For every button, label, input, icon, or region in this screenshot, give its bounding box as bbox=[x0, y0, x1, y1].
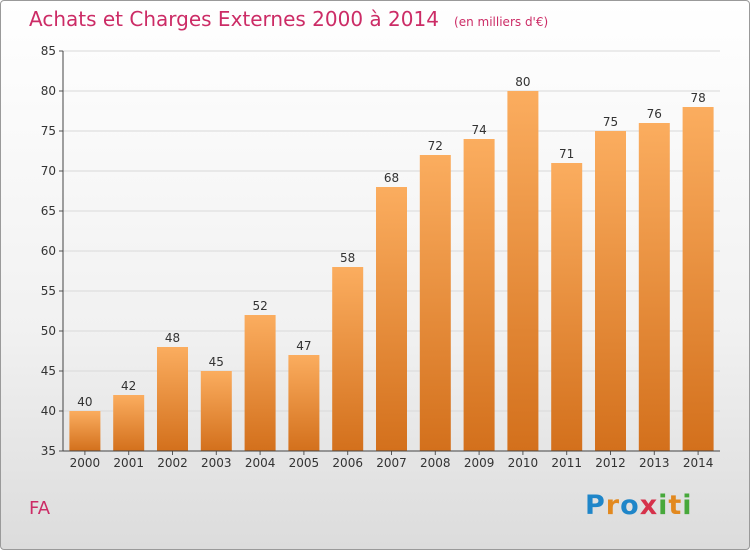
y-tick-label: 65 bbox=[41, 204, 56, 218]
bar-2012 bbox=[595, 131, 626, 451]
data-label-2011: 71 bbox=[559, 147, 574, 161]
bar-2013 bbox=[638, 123, 670, 451]
data-label-2001: 42 bbox=[121, 379, 136, 393]
y-tick-label: 80 bbox=[41, 84, 56, 98]
x-tick-label-2012: 2012 bbox=[595, 456, 626, 470]
y-tick-label: 45 bbox=[41, 364, 56, 378]
unit-note: (en milliers d'€) bbox=[454, 15, 549, 29]
data-label-2013: 76 bbox=[647, 107, 662, 121]
x-tick-label-2013: 2013 bbox=[639, 456, 670, 470]
bar-2006 bbox=[332, 267, 364, 451]
x-tick-label-2000: 2000 bbox=[70, 456, 101, 470]
data-label-2002: 48 bbox=[165, 331, 180, 345]
chart-title: Achats et Charges Externes 2000 à 2014 bbox=[29, 7, 439, 31]
x-tick-label-2002: 2002 bbox=[157, 456, 188, 470]
bar-2008 bbox=[419, 155, 451, 451]
y-tick-label: 60 bbox=[41, 244, 56, 258]
bar-2000 bbox=[69, 411, 101, 451]
x-tick-label-2011: 2011 bbox=[551, 456, 582, 470]
footer-label: FA bbox=[29, 498, 51, 519]
bar-2010 bbox=[507, 91, 539, 451]
bar-2003 bbox=[200, 371, 232, 451]
proxiti-logo[interactable]: Proxiti bbox=[585, 490, 693, 521]
y-tick-label: 75 bbox=[41, 124, 56, 138]
bars bbox=[69, 91, 714, 451]
bar-2002 bbox=[157, 347, 188, 451]
data-label-2003: 45 bbox=[209, 355, 224, 369]
x-tick-label-2010: 2010 bbox=[508, 456, 539, 470]
data-label-2014: 78 bbox=[690, 91, 705, 105]
axes bbox=[59, 50, 720, 455]
x-tick-label-2007: 2007 bbox=[376, 456, 407, 470]
x-tick-label-2009: 2009 bbox=[464, 456, 495, 470]
y-tick-label: 50 bbox=[41, 324, 56, 338]
y-tick-label: 40 bbox=[41, 404, 56, 418]
y-tick-label: 70 bbox=[41, 164, 56, 178]
data-label-2004: 52 bbox=[252, 299, 267, 313]
data-label-2010: 80 bbox=[515, 75, 530, 89]
x-tick-label-2008: 2008 bbox=[420, 456, 451, 470]
bar-2011 bbox=[551, 163, 583, 451]
data-label-2000: 40 bbox=[77, 395, 92, 409]
x-tick-label-2005: 2005 bbox=[289, 456, 320, 470]
bar-2001 bbox=[113, 395, 145, 451]
data-label-2005: 47 bbox=[296, 339, 311, 353]
data-label-2006: 58 bbox=[340, 251, 355, 265]
bar-2004 bbox=[244, 315, 276, 451]
y-tick-label: 55 bbox=[41, 284, 56, 298]
bar-2007 bbox=[376, 187, 407, 451]
bar-2005 bbox=[288, 355, 320, 451]
data-label-2008: 72 bbox=[428, 139, 443, 153]
data-label-2012: 75 bbox=[603, 115, 618, 129]
x-tick-label-2006: 2006 bbox=[332, 456, 363, 470]
x-tick-label-2004: 2004 bbox=[245, 456, 276, 470]
y-tick-label: 85 bbox=[41, 44, 56, 58]
data-label-2009: 74 bbox=[471, 123, 486, 137]
title-block: Achats et Charges Externes 2000 à 2014 (… bbox=[29, 7, 548, 31]
data-label-2007: 68 bbox=[384, 171, 399, 185]
x-tick-label-2003: 2003 bbox=[201, 456, 232, 470]
labels: 35 40 45 50 55 60 65 70 75 80 85 40 2000 42 2001 48 2002… bbox=[41, 44, 714, 470]
bar-2014 bbox=[682, 107, 714, 451]
y-tick-label: 35 bbox=[41, 444, 56, 458]
x-tick-label-2014: 2014 bbox=[683, 456, 714, 470]
x-tick-label-2001: 2001 bbox=[113, 456, 144, 470]
bar-2009 bbox=[463, 139, 495, 451]
